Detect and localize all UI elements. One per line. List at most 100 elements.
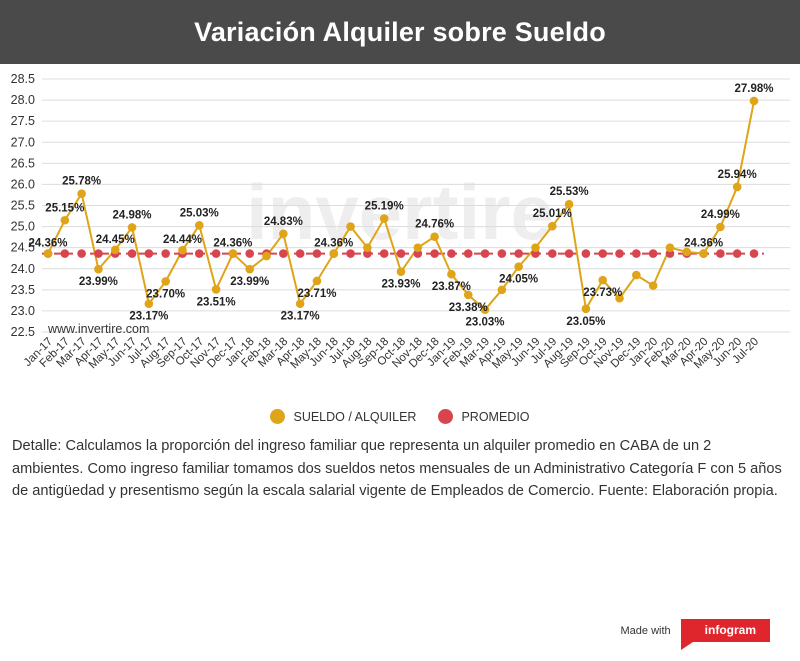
promedio-point (581, 249, 591, 258)
sueldo-alquiler-point (346, 222, 355, 231)
data-label: 23.17% (281, 311, 320, 323)
promedio-point (547, 249, 557, 258)
data-label: 23.38% (449, 302, 488, 314)
promedio-point (430, 249, 439, 258)
legend-swatch-sueldo-alquiler (270, 409, 286, 424)
sueldo-alquiler-point (295, 299, 305, 309)
sueldo-alquiler-point (127, 223, 137, 232)
sueldo-alquiler-point (749, 96, 759, 106)
y-tick-label: 28.0 (11, 93, 35, 107)
promedio-point (312, 249, 322, 258)
sueldo-alquiler-point (161, 277, 170, 286)
legend-item-sueldo-alquiler[interactable]: SUELDO / ALQUILER (270, 409, 416, 424)
y-tick-label: 24.5 (11, 241, 35, 255)
sueldo-alquiler-point (144, 299, 154, 309)
legend: SUELDO / ALQUILER PROMEDIO (0, 409, 800, 424)
sueldo-alquiler-point (94, 264, 103, 274)
sueldo-alquiler-point (531, 243, 540, 252)
promedio-point (732, 249, 742, 258)
promedio-point (161, 249, 170, 258)
sueldo-alquiler-point (716, 222, 725, 232)
data-label: 24.36% (28, 238, 67, 250)
promedio-point (615, 249, 624, 258)
data-label: 23.87% (432, 281, 471, 293)
chart-header: Variación Alquiler sobre Sueldo (0, 0, 800, 64)
infogram-logo[interactable]: infogram (680, 619, 770, 650)
infogram-flag-icon (680, 642, 693, 650)
sueldo-alquiler-point (564, 199, 574, 209)
data-label: 25.15% (45, 202, 84, 214)
data-label: 23.17% (129, 311, 168, 323)
data-label: 23.03% (466, 317, 505, 329)
data-label: 24.36% (314, 238, 353, 250)
sueldo-alquiler-point (228, 249, 238, 258)
sueldo-alquiler-point (413, 243, 423, 252)
sueldo-alquiler-point (178, 245, 187, 255)
data-label: 24.98% (113, 209, 152, 221)
watermark: invertire (246, 168, 554, 256)
promedio-point (447, 249, 456, 258)
sueldo-alquiler-point (43, 249, 53, 258)
promedio-point (463, 249, 473, 258)
promedio-point (665, 249, 675, 258)
promedio-point (514, 249, 523, 258)
promedio-point (749, 249, 759, 258)
sueldo-alquiler-point (514, 262, 523, 271)
chart-annotation: www.invertire.com (47, 322, 149, 336)
promedio-point (127, 249, 137, 258)
promedio-point (346, 249, 355, 258)
sueldo-alquiler-point (547, 221, 557, 231)
y-tick-label: 27.0 (11, 135, 35, 149)
data-label: 25.03% (180, 207, 219, 219)
promedio-point (632, 249, 641, 258)
sueldo-alquiler-point (329, 249, 339, 258)
chart-title: Variación Alquiler sobre Sueldo (194, 16, 606, 47)
data-label: 24.76% (415, 219, 454, 231)
sueldo-alquiler-point (682, 247, 692, 257)
data-label: 23.73% (583, 287, 622, 299)
data-label: 23.93% (381, 279, 420, 291)
sueldo-alquiler-point (363, 243, 372, 252)
data-label: 23.70% (146, 288, 185, 300)
data-label: 25.01% (533, 208, 572, 220)
sueldo-alquiler-point (665, 243, 675, 252)
legend-swatch-promedio (438, 409, 454, 424)
sueldo-alquiler-point (699, 249, 708, 258)
sueldo-alquiler-point (312, 276, 322, 286)
sueldo-alquiler-point (245, 264, 255, 274)
sueldo-alquiler-point (430, 232, 439, 242)
data-label: 24.36% (213, 238, 252, 250)
promedio-point (211, 249, 221, 258)
promedio-point (363, 249, 372, 258)
sueldo-alquiler-point (447, 269, 456, 279)
sueldo-alquiler-point (463, 290, 473, 300)
y-tick-label: 26.5 (11, 156, 35, 170)
y-tick-label: 25.0 (11, 220, 35, 234)
y-tick-label: 26.0 (11, 177, 35, 191)
sueldo-alquiler-point (379, 214, 389, 223)
data-label: 24.83% (264, 216, 303, 228)
sueldo-alquiler-point (396, 267, 406, 277)
data-label: 23.99% (79, 276, 118, 288)
promedio-point (598, 249, 608, 258)
sueldo-alquiler-point (581, 304, 591, 314)
sueldo-alquiler-point (648, 281, 658, 290)
legend-item-promedio[interactable]: PROMEDIO (438, 409, 530, 424)
promedio-point (379, 249, 389, 258)
promedio-point (77, 249, 86, 258)
line-chart: invertire 22.5 23.0 23.5 24.0 24.5 25.0 25.5 26.… (11, 72, 790, 371)
sueldo-alquiler-point (732, 182, 742, 192)
legend-label-sueldo-alquiler: SUELDO / ALQUILER (293, 409, 417, 424)
promedio-point (144, 249, 154, 258)
sueldo-alquiler-point (194, 221, 204, 230)
promedio-point (60, 249, 70, 258)
promedio-point (413, 249, 423, 258)
y-tick-label: 23.5 (11, 283, 35, 297)
sueldo-alquiler-point (262, 251, 271, 261)
data-label: 23.71% (297, 288, 336, 300)
y-tick-label: 25.5 (11, 199, 35, 213)
promedio-point (480, 249, 490, 258)
y-tick-label: 28.5 (11, 72, 35, 86)
data-label: 25.19% (365, 201, 404, 213)
data-label: 27.98% (734, 83, 773, 95)
